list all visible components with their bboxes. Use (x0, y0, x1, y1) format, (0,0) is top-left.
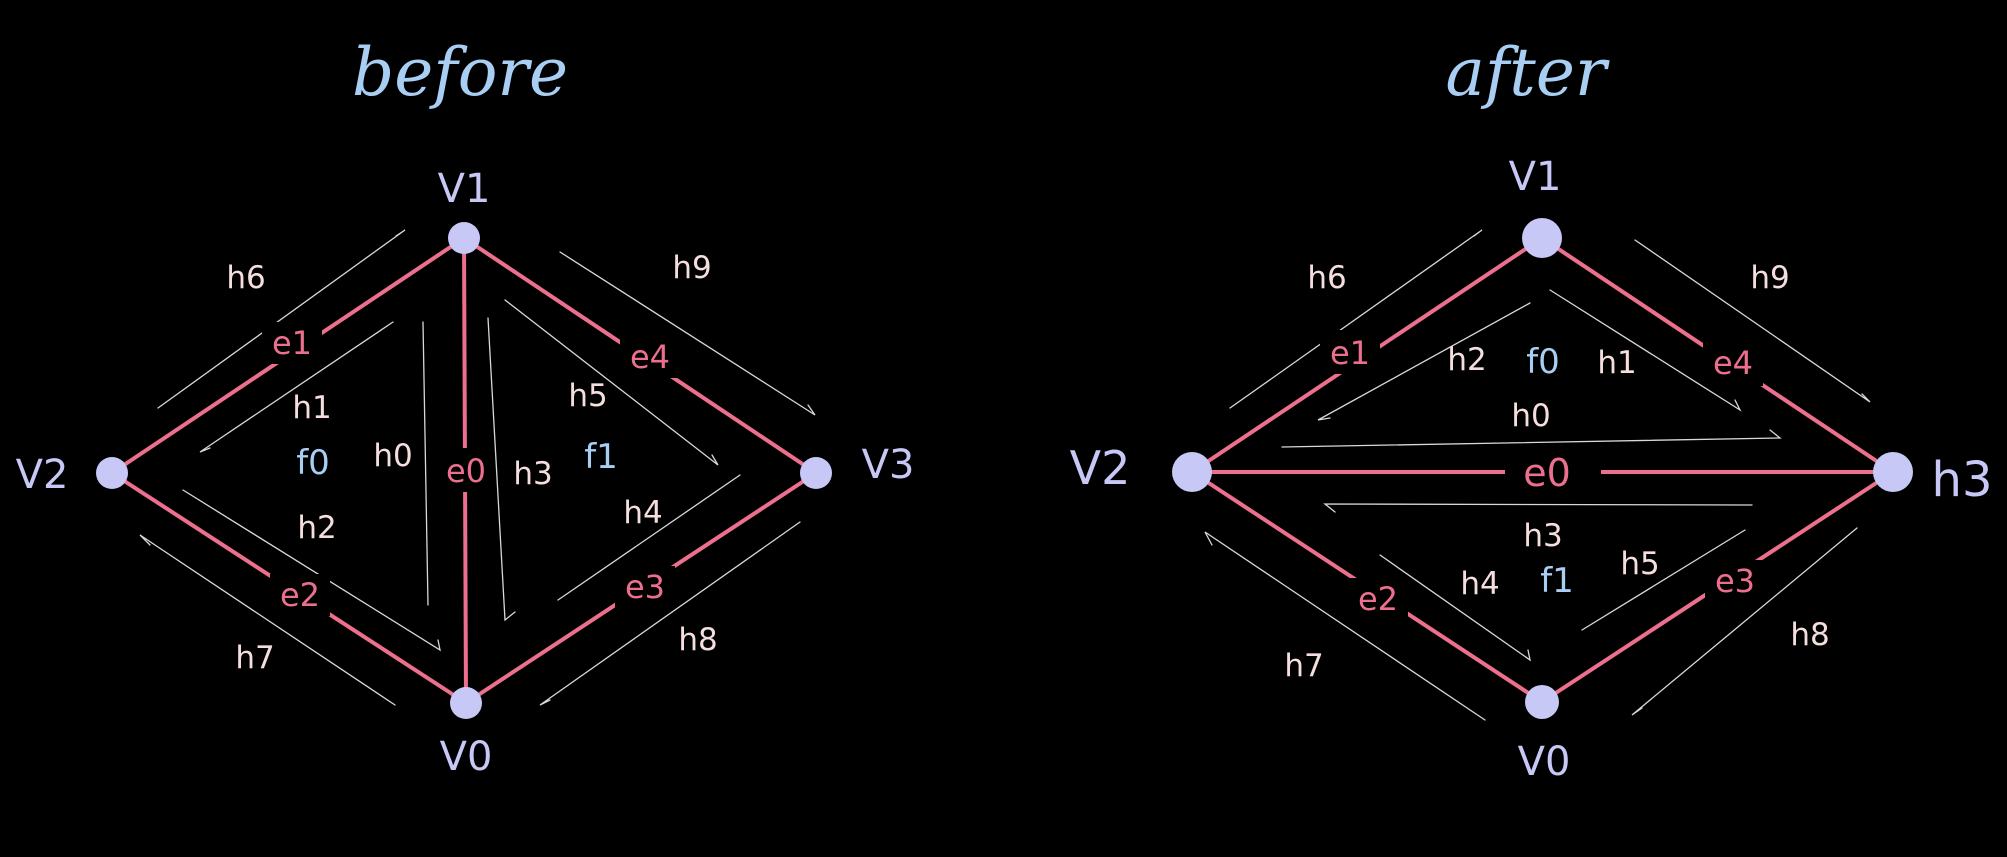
before-halfedge-label-h8: h8 (678, 622, 717, 658)
after-vertex-v3 (1873, 452, 1913, 492)
before-vertex-v1 (448, 222, 480, 254)
after-vertex-v2 (1172, 452, 1212, 492)
before-title: before (352, 34, 568, 111)
after-halfedge-stroke-h6 (1229, 229, 1483, 409)
after-halfedge-stroke-h1 (1549, 289, 1742, 412)
before-edge-mask-e4 (620, 336, 680, 378)
after-halfedge-stroke-h3 (1323, 503, 1753, 513)
before-face-label-f1: f1 (584, 437, 618, 477)
before-halfedge-stroke-h9 (559, 251, 816, 416)
before-edge-mask-e3 (615, 566, 675, 608)
before-edge-mask-e0 (443, 448, 489, 492)
after-halfedge-stroke-h4 (1379, 554, 1531, 662)
after-edge-mask-e2 (1348, 578, 1408, 622)
before-edge-mask-e1 (262, 322, 322, 364)
before-halfedge-stroke-h8 (539, 521, 801, 706)
after-halfedge-label-h6: h6 (1307, 260, 1346, 296)
before-diagram: before (16, 34, 915, 780)
before-halfedge-label-h4: h4 (623, 495, 662, 531)
before-vertex-v0 (450, 687, 482, 719)
after-halfedge-label-h9: h9 (1750, 260, 1789, 296)
after-halfedge-label-h8: h8 (1790, 617, 1829, 653)
after-halfedge-label-h2: h2 (1447, 342, 1486, 378)
after-halfedge-label-h1: h1 (1597, 345, 1636, 381)
after-vertex-label-v1: V1 (1509, 154, 1562, 200)
after-face-label-f0: f0 (1526, 342, 1560, 382)
before-vertex-v3 (800, 457, 832, 489)
after-edge-mask-e3 (1705, 560, 1765, 604)
before-halfedge-stroke-h1 (199, 321, 394, 453)
before-halfedge-label-h9: h9 (672, 250, 711, 286)
before-halfedge-label-h5: h5 (568, 378, 607, 414)
before-vertex-label-v3: V3 (862, 442, 915, 488)
after-halfedge-label-h0: h0 (1511, 398, 1550, 434)
after-edge-label-e3: e3 (1715, 562, 1755, 600)
before-halfedge-stroke-h0 (422, 321, 429, 606)
after-edge-label-e1: e1 (1330, 334, 1370, 372)
after-diagram: after (1070, 34, 1993, 785)
after-halfedge-label-h7: h7 (1284, 648, 1323, 684)
before-halfedge-stroke-h2 (182, 489, 441, 652)
before-vertex-label-v2: V2 (16, 452, 69, 498)
after-halfedge-stroke-h0 (1281, 429, 1782, 448)
after-halfedge-stroke-h2 (1317, 302, 1531, 421)
before-halfedge-label-h2: h2 (297, 510, 336, 546)
after-edge-label-e0: e0 (1523, 451, 1571, 495)
before-halfedge-stroke-h4 (557, 474, 741, 601)
before-face-label-f0: f0 (296, 443, 330, 483)
after-edge-mask-e0 (1505, 448, 1601, 496)
before-vertex-label-v0: V0 (440, 734, 493, 780)
before-edge-label-e2: e2 (280, 576, 320, 614)
before-halfedge-stroke-h3 (487, 317, 516, 622)
after-halfedge-stroke-h7 (1204, 531, 1486, 721)
after-edge-mask-e4 (1703, 342, 1763, 386)
before-halfedge-stroke-h6 (157, 229, 406, 409)
after-vertex-label-v2: V2 (1070, 441, 1131, 495)
before-halfedge-label-h6: h6 (226, 260, 265, 296)
before-edge-mask-e2 (270, 574, 330, 616)
before-vertex-label-v1: V1 (438, 166, 491, 212)
before-edge-label-e1: e1 (272, 324, 312, 362)
after-edge-label-e2: e2 (1358, 580, 1398, 618)
after-halfedge-stroke-h8 (1631, 527, 1858, 716)
after-face-label-f1: f1 (1540, 561, 1574, 601)
before-halfedge-label-h7: h7 (235, 640, 274, 676)
after-edge-label-e4: e4 (1713, 344, 1753, 382)
after-halfedge-label-h4: h4 (1460, 566, 1499, 602)
after-halfedge-label-h3: h3 (1523, 518, 1562, 554)
before-halfedge-stroke-h5 (504, 299, 719, 466)
after-vertex-label-v0: V0 (1518, 739, 1571, 785)
after-halfedge-stroke-h9 (1634, 239, 1871, 403)
before-halfedge-label-h0: h0 (373, 438, 412, 474)
after-vertex-v0 (1525, 685, 1559, 719)
after-halfedge-stroke-h5 (1581, 529, 1746, 631)
before-edge-label-e0: e0 (446, 452, 486, 490)
after-title: after (1446, 34, 1610, 111)
after-vertex-v1 (1522, 218, 1562, 258)
before-edge-label-e4: e4 (630, 338, 670, 376)
before-halfedge-label-h3: h3 (513, 456, 552, 492)
after-edge-mask-e1 (1320, 330, 1380, 374)
before-halfedge-label-h1: h1 (292, 390, 331, 426)
before-edge-label-e3: e3 (625, 568, 665, 606)
after-halfedge-label-h5: h5 (1620, 546, 1659, 582)
after-vertex-label-v3: h3 (1932, 452, 1993, 508)
before-halfedge-stroke-h7 (139, 534, 396, 706)
before-vertex-v2 (96, 457, 128, 489)
